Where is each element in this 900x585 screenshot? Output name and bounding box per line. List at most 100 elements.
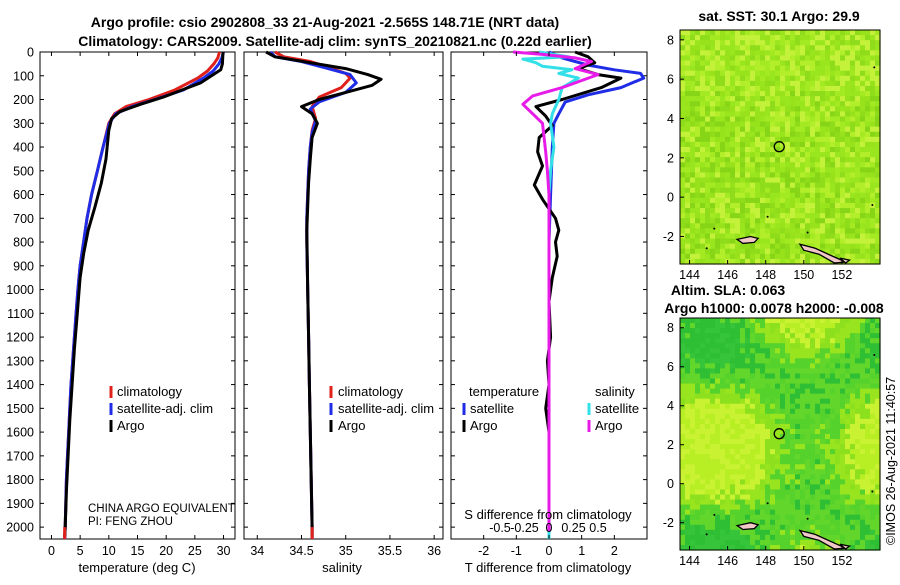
map-cell bbox=[765, 141, 771, 148]
map-cell bbox=[840, 162, 846, 168]
map-cell bbox=[800, 147, 806, 153]
map-cell bbox=[775, 423, 781, 430]
map-cell bbox=[775, 30, 781, 36]
map-cell bbox=[775, 126, 781, 133]
map-cell bbox=[830, 116, 836, 123]
map-cell bbox=[735, 474, 741, 480]
map-cell bbox=[765, 454, 771, 460]
map-cell bbox=[800, 197, 806, 204]
map-cell bbox=[770, 228, 776, 235]
map-cell bbox=[815, 539, 821, 546]
map-cell bbox=[705, 60, 711, 67]
map-cell bbox=[690, 544, 696, 551]
map-cell bbox=[850, 418, 856, 425]
map-cell bbox=[680, 243, 686, 250]
map-cell bbox=[865, 529, 871, 536]
map-cell bbox=[680, 474, 686, 480]
map-cell bbox=[780, 398, 786, 405]
map-cell bbox=[825, 333, 831, 339]
map-cell bbox=[735, 233, 741, 240]
map-cell bbox=[720, 499, 726, 506]
islet-dot bbox=[766, 502, 769, 505]
map-cell bbox=[765, 504, 771, 511]
map-cell bbox=[705, 368, 711, 375]
map-cell bbox=[830, 50, 836, 57]
map-cell bbox=[825, 80, 831, 87]
map-cell bbox=[700, 479, 706, 486]
map-cell bbox=[760, 258, 766, 265]
map-cell bbox=[755, 504, 761, 511]
map-cell bbox=[690, 136, 696, 143]
map-cell bbox=[680, 126, 686, 133]
map-cell bbox=[690, 30, 696, 36]
map-cell bbox=[835, 459, 841, 465]
map-cell bbox=[760, 111, 766, 118]
map-cell bbox=[790, 101, 796, 107]
map-cell bbox=[740, 248, 746, 255]
map-cell bbox=[735, 192, 741, 199]
map-cell bbox=[840, 353, 846, 359]
map-cell bbox=[765, 228, 771, 235]
map-cell bbox=[800, 393, 806, 400]
map-cell bbox=[830, 333, 836, 339]
map-cell bbox=[860, 131, 866, 138]
map-cell bbox=[800, 378, 806, 385]
map-cell bbox=[790, 243, 796, 250]
map-cell bbox=[845, 65, 851, 72]
map-cell bbox=[775, 162, 781, 168]
map-cell bbox=[875, 439, 881, 445]
map-cell bbox=[705, 373, 711, 380]
map-cell bbox=[730, 494, 736, 501]
map-cell bbox=[685, 126, 691, 133]
map-cell bbox=[705, 393, 711, 400]
map-cell bbox=[735, 368, 741, 375]
map-cell bbox=[715, 348, 721, 354]
map-cell bbox=[690, 202, 696, 209]
map-cell bbox=[755, 524, 761, 531]
map-cell bbox=[700, 328, 706, 334]
map-cell bbox=[685, 398, 691, 405]
map-cell bbox=[820, 162, 826, 168]
map-cell bbox=[730, 55, 736, 62]
map-cell bbox=[835, 469, 841, 475]
map-cell bbox=[730, 238, 736, 245]
map-cell bbox=[730, 223, 736, 229]
map-cell bbox=[765, 408, 771, 415]
map-cell bbox=[860, 413, 866, 420]
map-cell bbox=[755, 202, 761, 209]
map-cell bbox=[775, 439, 781, 445]
map-cell bbox=[735, 91, 741, 97]
map-cell bbox=[770, 177, 776, 184]
map-cell bbox=[765, 383, 771, 390]
map-cell bbox=[705, 353, 711, 359]
map-cell bbox=[690, 182, 696, 189]
map-cell bbox=[855, 403, 861, 410]
map-cell bbox=[840, 423, 846, 430]
map-cell bbox=[680, 116, 686, 123]
y-tick-label: 1000 bbox=[6, 283, 34, 297]
map-cell bbox=[795, 474, 801, 480]
map-cell bbox=[775, 106, 781, 112]
map-cell bbox=[855, 459, 861, 465]
map-cell bbox=[830, 439, 836, 445]
map-cell bbox=[715, 444, 721, 450]
map-cell bbox=[700, 75, 706, 82]
map-cell bbox=[875, 408, 881, 415]
map-cell bbox=[730, 383, 736, 390]
map-cell bbox=[775, 91, 781, 97]
map-cell bbox=[780, 218, 786, 224]
map-cell bbox=[715, 248, 721, 255]
map-y-tick-label: 0 bbox=[667, 477, 674, 491]
map-cell bbox=[750, 459, 756, 465]
map-cell bbox=[870, 328, 876, 334]
map-cell bbox=[765, 157, 771, 163]
map-cell bbox=[805, 65, 811, 72]
map-cell bbox=[690, 539, 696, 546]
map-cell bbox=[680, 439, 686, 445]
map-cell bbox=[710, 363, 716, 370]
map-cell bbox=[810, 167, 816, 174]
map-cell bbox=[735, 172, 741, 179]
map-cell bbox=[720, 413, 726, 420]
map-cell bbox=[800, 75, 806, 82]
map-cell bbox=[725, 197, 731, 204]
